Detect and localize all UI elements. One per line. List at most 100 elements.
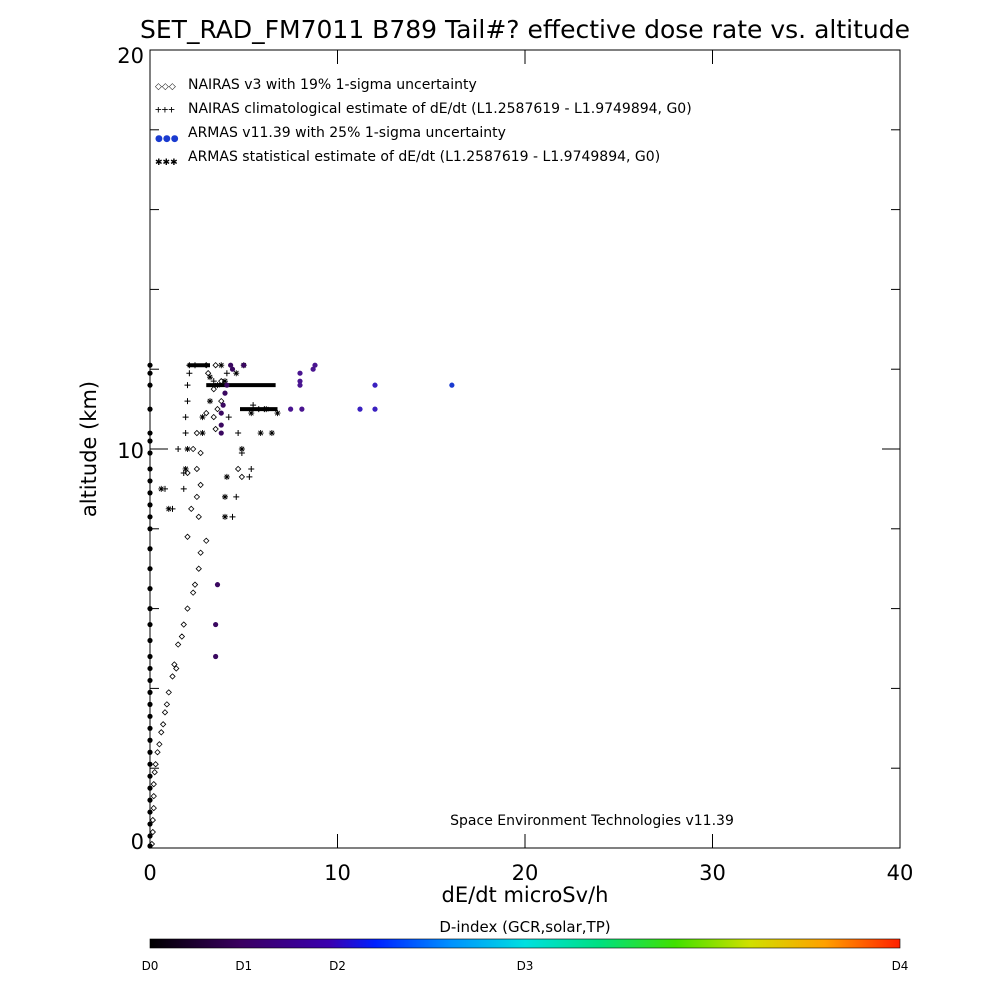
nairas-v3-marker	[149, 828, 156, 836]
nairas-v3-marker	[188, 505, 195, 513]
nairas-v3-marker	[203, 537, 210, 544]
armas-dot-marker	[218, 410, 224, 416]
colorbar-labels: D0 D1 D2 D3 D4	[142, 959, 909, 973]
armas-stat-marker	[158, 485, 165, 492]
legend-symbol-nairas-clim: +++	[155, 103, 175, 116]
x-axis-title: dE/dt microSv/h	[442, 883, 609, 907]
plot-area-frame	[149, 49, 901, 849]
armas-dot-marker	[213, 653, 219, 660]
x-tick-label-10: 10	[324, 861, 351, 885]
armas-dot-marker	[147, 761, 153, 767]
armas-stat-marker	[233, 370, 240, 377]
x-axis-ticks	[149, 50, 901, 848]
nairas-clim-marker	[184, 398, 191, 405]
armas-dot-marker	[147, 797, 153, 803]
nairas-clim-marker	[229, 513, 236, 520]
armas-dot-marker	[147, 653, 153, 660]
nairas-clim-marker	[246, 473, 253, 480]
armas-dot-marker	[241, 362, 247, 368]
armas-stat-marker	[199, 414, 206, 421]
nairas-v3-marker	[154, 749, 161, 756]
armas-dot-marker	[228, 362, 234, 368]
nairas-v3-marker	[193, 465, 201, 473]
nairas-v3-marker	[197, 449, 204, 457]
data-markers	[147, 362, 455, 849]
nairas-clim-marker	[175, 446, 182, 452]
nairas-v3-marker	[169, 673, 176, 680]
nairas-v3-marker	[203, 362, 210, 369]
nairas-v3-marker	[156, 741, 163, 748]
nairas-v3-marker	[158, 729, 165, 736]
x-tick-label-30: 30	[699, 861, 726, 885]
armas-dot-marker	[288, 406, 294, 412]
armas-stat-marker	[222, 493, 228, 500]
nairas-clim-marker	[182, 430, 189, 437]
nairas-v3-marker	[180, 621, 187, 628]
colorbar-label: D2	[329, 959, 346, 973]
armas-dot-marker	[147, 843, 153, 849]
armas-stat-marker	[165, 505, 172, 512]
nairas-v3-marker	[195, 565, 202, 572]
nairas-clim-marker	[210, 378, 217, 385]
armas-dot-marker	[220, 402, 226, 408]
armas-dot-marker	[147, 689, 153, 695]
nairas-clim-marker	[250, 402, 257, 409]
armas-dot-marker	[147, 406, 153, 412]
armas-stat-marker	[199, 430, 206, 437]
armas-stat-marker	[268, 430, 275, 437]
nairas-v3-marker	[218, 378, 225, 385]
nairas-v3-marker	[184, 605, 191, 612]
y-tick-label-20: 20	[117, 44, 144, 68]
armas-dot-marker	[147, 701, 153, 707]
armas-dot-marker	[147, 466, 153, 472]
y-tick-label-10: 10	[117, 439, 144, 463]
armas-stat-marker	[263, 406, 270, 413]
armas-dot-marker	[147, 809, 153, 815]
armas-dot-marker	[147, 478, 153, 484]
armas-dot-marker	[449, 382, 455, 388]
nairas-v3-marker	[193, 493, 201, 501]
y-axis-title: altitude (km)	[77, 381, 101, 517]
nairas-clim-marker	[182, 414, 189, 421]
colorbar-label: D1	[235, 959, 252, 973]
legend: ◇◇◇ NAIRAS v3 with 19% 1-sigma uncertain…	[155, 77, 692, 168]
nairas-clim-marker	[255, 406, 262, 413]
nairas-clim-marker	[180, 485, 187, 492]
armas-dot-marker	[229, 366, 236, 372]
armas-dot-marker	[147, 606, 153, 612]
armas-dot-marker	[147, 514, 153, 520]
colorbar-label: D4	[892, 959, 909, 973]
y-axis-ticks	[150, 49, 900, 849]
nairas-v3-marker	[189, 445, 197, 453]
colorbar	[149, 938, 901, 949]
armas-dot-marker	[147, 502, 153, 508]
armas-dot-marker	[297, 370, 303, 376]
armas-stat-marker	[218, 362, 225, 369]
armas-dot-marker	[147, 785, 153, 791]
armas-dot-marker	[147, 637, 153, 644]
nairas-v3-marker	[197, 481, 204, 489]
nairas-v3-marker	[234, 465, 242, 473]
nairas-v3-marker	[178, 633, 186, 640]
nairas-v3-marker	[174, 641, 182, 648]
armas-dot-marker	[147, 749, 153, 755]
nairas-v3-marker	[214, 405, 221, 413]
armas-dot-marker	[218, 422, 224, 428]
armas-dot-marker	[147, 546, 153, 552]
armas-dot-marker	[147, 370, 153, 376]
armas-dot-marker	[299, 406, 305, 412]
nairas-clim-marker	[192, 362, 198, 369]
armas-dot-marker	[213, 621, 219, 628]
armas-dot-marker	[147, 821, 153, 827]
armas-dot-marker	[147, 430, 153, 436]
armas-dot-marker	[147, 725, 153, 731]
nairas-v3-marker	[210, 385, 217, 393]
armas-stat-marker	[248, 410, 255, 417]
armas-stat-marker	[214, 382, 221, 389]
armas-dot-marker	[147, 438, 153, 444]
armas-stat-marker	[222, 513, 228, 520]
nairas-v3-marker	[212, 425, 219, 433]
nairas-clim-marker	[233, 493, 240, 500]
nairas-v3-marker	[171, 661, 178, 668]
